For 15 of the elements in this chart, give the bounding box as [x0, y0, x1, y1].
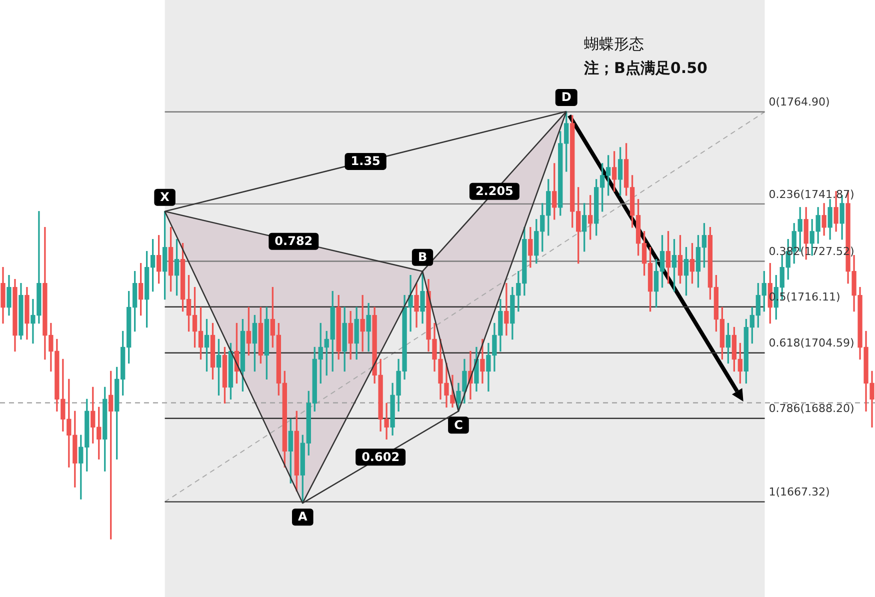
- ref-line-label: 0(1764.90): [768, 96, 830, 109]
- ref-line-label: 1(1667.32): [768, 486, 830, 499]
- annotation: 0.782: [274, 234, 313, 248]
- data-label: C: [454, 418, 464, 432]
- annotation: 0.602: [362, 450, 400, 464]
- annotation: 1.35: [350, 154, 380, 168]
- data-label: D: [561, 90, 572, 104]
- text: 注；B点满足0.50: [584, 59, 708, 78]
- ref-line-label: 0.618(1704.59): [768, 336, 854, 350]
- data-label: A: [298, 510, 308, 524]
- text: 蝴蝶形态: [584, 35, 644, 54]
- data-label: B: [418, 250, 428, 264]
- data-label: X: [160, 190, 170, 204]
- ref-line-label: 0.786(1688.20): [768, 402, 854, 416]
- annotation: 2.205: [475, 184, 514, 198]
